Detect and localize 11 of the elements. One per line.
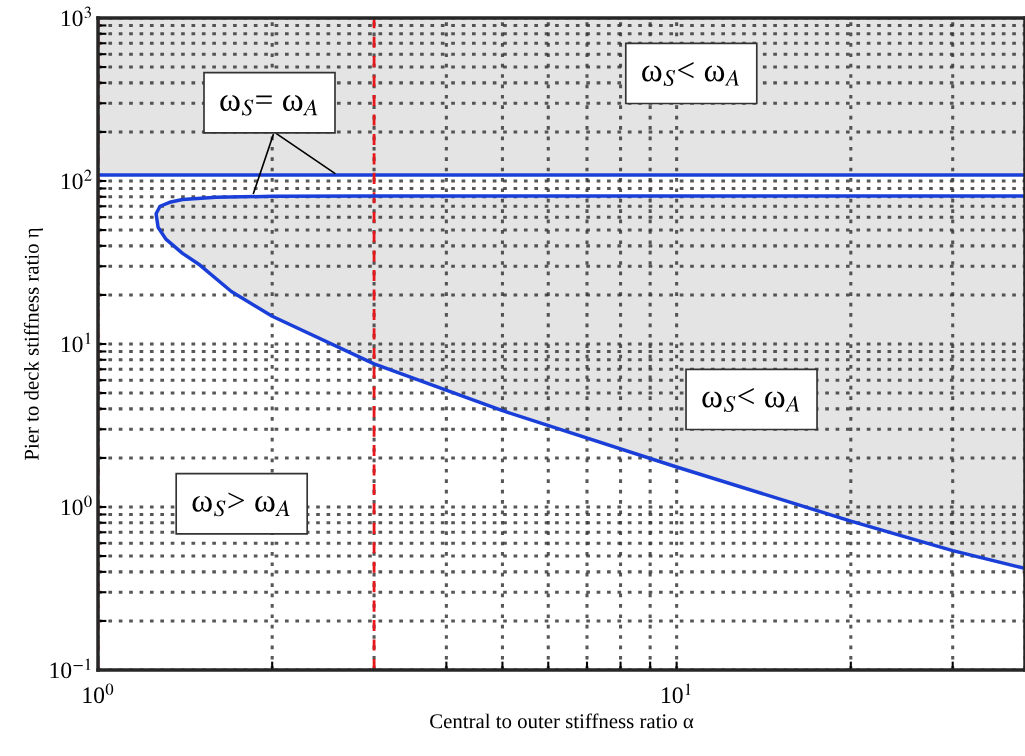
y-tick-label: 10$^{2}$: [61, 169, 92, 190]
annotation: ω$_{S}$= ω$_{A}$: [220, 95, 318, 116]
y-tick-label: 10$^{1}$: [61, 332, 91, 353]
annotation: ω$_{S}$> ω$_{A}$: [192, 492, 290, 517]
x-axis-title: Central to outer stiffness ratio α: [430, 713, 694, 729]
y-tick-label: 10$^{−1}$: [50, 658, 91, 679]
y-tick-label: 10$^{0}$: [61, 495, 92, 516]
annotation: ω$_{S}$< ω$_{A}$: [642, 62, 740, 87]
y-tick-label: 10$^{3}$: [61, 6, 91, 27]
annotation: ω$_{S}$< ω$_{A}$: [702, 388, 800, 413]
y-axis-title: Pier to deck stiffness ratio η: [23, 228, 43, 461]
